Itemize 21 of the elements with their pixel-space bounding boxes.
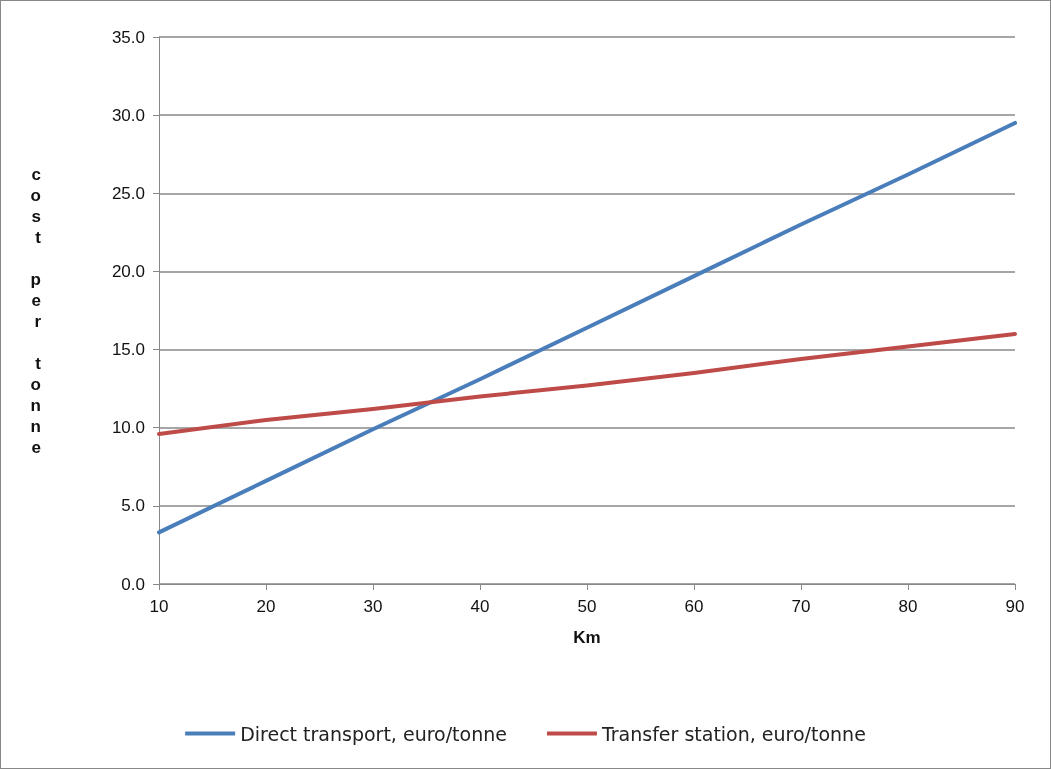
y-tick-label: 0.0 (121, 574, 145, 594)
x-tick-label: 30 (363, 597, 383, 616)
y-tick-label: 20.0 (111, 261, 145, 281)
x-tick-label: 40 (470, 597, 490, 616)
y-tick-label: 15.0 (111, 340, 145, 360)
x-tick-label: 80 (898, 597, 918, 616)
x-tick-label: 10 (149, 597, 169, 616)
legend-label: Transfer station, euro/tonne (600, 722, 866, 745)
x-tick-label: 90 (1005, 597, 1025, 616)
x-tick-label: 60 (684, 597, 704, 616)
x-tick-label: 70 (791, 597, 811, 616)
y-tick-label: 5.0 (121, 496, 145, 516)
y-tick-label: 25.0 (111, 183, 145, 203)
y-tick-label: 10.0 (111, 418, 145, 438)
legend-label: Direct transport, euro/tonne (240, 722, 507, 745)
x-tick-label: 20 (256, 597, 276, 616)
x-axis-title: Km (573, 628, 601, 647)
text: cost per tonne (30, 164, 41, 457)
y-tick-label: 30.0 (111, 105, 145, 125)
x-tick-label: 50 (577, 597, 597, 616)
y-tick-label: 35.0 (111, 27, 145, 47)
